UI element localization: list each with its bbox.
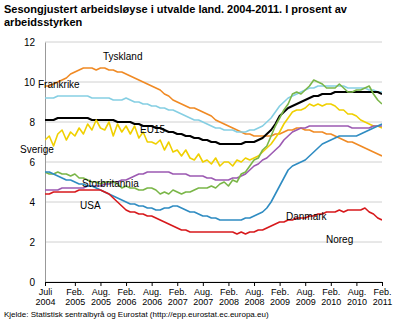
tick-mark (254, 282, 255, 286)
series-line (45, 190, 382, 234)
tick: 8 (29, 117, 45, 128)
tick-label: Feb.2011 (373, 287, 392, 307)
tick-label: Feb.2009 (270, 287, 290, 307)
tick: Juli2004 (35, 282, 55, 307)
tick: 0 (29, 277, 45, 288)
tick-mark (280, 282, 281, 286)
x-axis: Juli2004 Feb.2005 Aug.2005 Feb.2006Aug.2006… (35, 282, 392, 307)
tick-label: 10 (24, 77, 36, 88)
tick-mark (152, 282, 153, 286)
tick-label: 2 (29, 237, 35, 248)
grid-line (45, 82, 382, 83)
tick-mark (331, 282, 332, 286)
tick-mark (75, 282, 76, 286)
tick-label: Aug.2009 (296, 287, 316, 307)
tick: Aug.2006 (142, 282, 162, 307)
tick-label: Aug.2008 (245, 287, 265, 307)
tick-label: Feb.2007 (168, 287, 188, 307)
tick-label: 0 (29, 277, 35, 288)
series-label: Danmark (286, 211, 328, 222)
tick: Aug.2007 (193, 282, 213, 307)
tick-mark (203, 282, 204, 286)
tick: Aug.2009 (296, 282, 316, 307)
series-label: Noreg (326, 234, 353, 245)
tick-label: 12 (24, 37, 36, 48)
series-label: Sverige (20, 144, 54, 155)
tick-label: 6 (29, 157, 35, 168)
tick: Feb.2010 (321, 282, 341, 307)
tick-mark (126, 282, 127, 286)
tick-label: Feb.2010 (321, 287, 341, 307)
tick: 12 (24, 37, 45, 48)
tick: 2 (29, 237, 45, 248)
tick: Aug.2008 (245, 282, 265, 307)
tick-mark (177, 282, 178, 286)
tick: Feb.2009 (270, 282, 290, 307)
chart-svg: Sesongjustert arbeidsløyse i utvalde lan… (0, 0, 400, 320)
tick-label: Feb.2006 (117, 287, 137, 307)
tick-mark (100, 282, 101, 286)
grid-line (45, 42, 382, 43)
tick: Feb.2007 (168, 282, 188, 307)
series-label: Frankrike (38, 79, 80, 90)
tick-mark (228, 282, 229, 286)
tick: 6 (29, 157, 45, 168)
tick-mark (45, 282, 46, 286)
source: Kjelde: Statistisk sentralbyrå og Eurost… (4, 310, 269, 319)
series-labels: Tyskland Frankrike EU15 Sverige Storbritanni… (20, 51, 353, 245)
tick: Feb.2008 (219, 282, 239, 307)
lines (45, 68, 382, 234)
tick-mark (382, 282, 383, 286)
tick-label: Aug.2007 (193, 287, 213, 307)
tick: Feb.2005 (65, 282, 85, 307)
axis-line (46, 283, 383, 287)
tick-label: Feb.2005 (65, 287, 85, 307)
tick-label: Aug.2010 (347, 287, 367, 307)
series-label: EU15 (140, 124, 165, 135)
tick-mark (305, 282, 306, 286)
tick: Feb.2006 (117, 282, 137, 307)
tick-mark (356, 282, 357, 286)
plot-area: 0 2 4 6 8 10 12 Juli2004 Feb.2005 Aug.2005 Feb.200… (24, 37, 392, 308)
tick: 4 (29, 197, 45, 208)
series-label: Tyskland (103, 51, 142, 62)
tick: Aug.2010 (347, 282, 367, 307)
tick-label: Juli2004 (35, 287, 55, 307)
series-line (45, 104, 382, 166)
chart-container: Sesongjustert arbeidsløyse i utvalde lan… (0, 0, 400, 320)
y-axis: 0 2 4 6 8 10 12 (24, 37, 46, 288)
series-line (45, 126, 382, 190)
chart-title: Sesongjustert arbeidsløyse i utvalde lan… (4, 3, 348, 28)
series-line (45, 92, 382, 144)
tick-label: 8 (29, 117, 35, 128)
series-line (45, 124, 382, 220)
tick-label: Feb.2008 (219, 287, 239, 307)
tick-label: Aug.2005 (91, 287, 111, 307)
tick-label: Aug.2006 (142, 287, 162, 307)
series-label: Storbritannia (82, 178, 139, 189)
series-label: USA (80, 200, 101, 211)
tick: Feb.2011 (373, 282, 392, 307)
series-line (45, 80, 382, 194)
series-line (45, 68, 382, 156)
tick: Aug.2005 (91, 282, 111, 307)
grid (45, 42, 382, 282)
tick-label: 4 (29, 197, 35, 208)
